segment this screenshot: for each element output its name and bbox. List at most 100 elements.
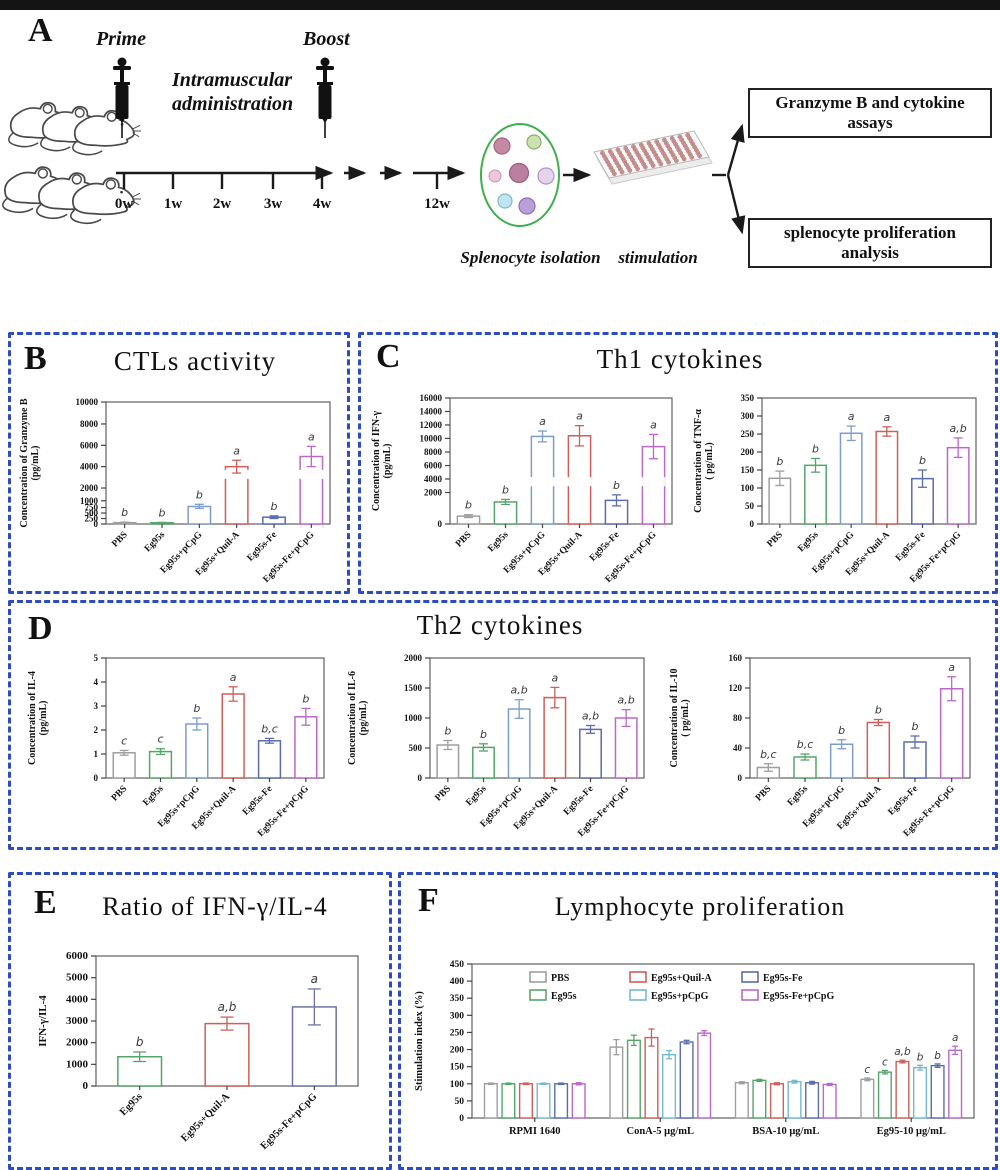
- svg-text:Eg95s-Fe: Eg95s-Fe: [763, 973, 803, 984]
- svg-text:100: 100: [450, 1080, 465, 1090]
- panel-c-title: Th1 cytokines: [596, 344, 764, 374]
- svg-text:50: 50: [455, 1097, 465, 1107]
- week-3-label: 3w: [263, 196, 283, 212]
- svg-text:a: a: [539, 415, 546, 428]
- svg-text:PBS: PBS: [551, 973, 570, 984]
- prime-label: Prime: [96, 28, 146, 50]
- svg-text:a,b: a,b: [218, 1000, 237, 1014]
- panel-b-title: CTLs activity: [113, 346, 277, 376]
- svg-text:( pg/mL): ( pg/mL): [680, 699, 691, 737]
- syringe-boost-icon: [315, 57, 335, 139]
- svg-text:120: 120: [729, 683, 743, 693]
- svg-text:Eg95s-Fe: Eg95s-Fe: [588, 530, 622, 564]
- splenocyte-circle-icon: [480, 123, 560, 227]
- svg-text:1000: 1000: [80, 496, 99, 506]
- svg-text:PBS: PBS: [110, 784, 129, 803]
- svg-text:c: c: [882, 1056, 888, 1068]
- svg-text:3000: 3000: [66, 1015, 89, 1027]
- svg-text:Concentration of IL-10: Concentration of IL-10: [669, 669, 680, 768]
- svg-text:500: 500: [85, 508, 99, 518]
- svg-text:1000: 1000: [66, 1058, 89, 1070]
- chart-ifng: 0 2000 4000 6000 8000 10000 12000 14000 16000 Con…: [366, 390, 684, 593]
- panel-e-box: [8, 872, 392, 1170]
- week-4-label: 4w: [312, 196, 332, 212]
- svg-text:Eg95s: Eg95s: [486, 530, 510, 554]
- svg-text:a,b: a,b: [618, 694, 635, 707]
- svg-text:Concentration of Granzyme B: Concentration of Granzyme B: [19, 398, 30, 527]
- svg-text:c: c: [864, 1064, 870, 1076]
- svg-text:a: a: [650, 418, 657, 431]
- svg-text:5000: 5000: [66, 972, 89, 984]
- svg-text:b,c: b,c: [261, 722, 278, 735]
- top-black-bar: [0, 0, 1000, 10]
- svg-text:b: b: [838, 724, 845, 737]
- svg-text:a: a: [233, 444, 240, 457]
- svg-text:PBS: PBS: [110, 530, 129, 549]
- svg-text:150: 150: [741, 465, 755, 475]
- svg-text:Eg95s: Eg95s: [464, 784, 488, 808]
- svg-text:(pg/mL): (pg/mL): [38, 701, 49, 736]
- svg-text:PBS: PBS: [754, 784, 773, 803]
- svg-text:0: 0: [459, 1114, 464, 1124]
- svg-text:100: 100: [741, 483, 755, 493]
- svg-text:Eg95s: Eg95s: [141, 784, 165, 808]
- svg-text:160: 160: [729, 653, 743, 663]
- svg-text:6000: 6000: [80, 440, 99, 450]
- svg-text:Eg95s-Fe: Eg95s-Fe: [241, 784, 275, 818]
- svg-text:PBS: PBS: [454, 530, 473, 549]
- svg-text:b: b: [121, 506, 128, 519]
- svg-text:a: a: [308, 430, 315, 443]
- svg-text:b: b: [444, 725, 451, 738]
- svg-text:3: 3: [94, 701, 99, 711]
- svg-text:250: 250: [450, 1028, 465, 1038]
- svg-text:IFN-γ/IL-4: IFN-γ/IL-4: [37, 995, 49, 1047]
- svg-text:250: 250: [741, 429, 755, 439]
- svg-text:a: a: [848, 410, 855, 423]
- panel-b-box: [8, 332, 350, 594]
- week-1-label: 1w: [163, 196, 183, 212]
- svg-text:b: b: [613, 479, 620, 492]
- svg-text:400: 400: [450, 977, 465, 987]
- svg-text:6000: 6000: [424, 461, 443, 471]
- svg-text:b: b: [919, 454, 926, 467]
- svg-text:50: 50: [745, 501, 755, 511]
- svg-text:300: 300: [450, 1011, 465, 1021]
- svg-text:80: 80: [733, 713, 743, 723]
- week-2-label: 2w: [212, 196, 232, 212]
- svg-text:Eg95s+Quil-A: Eg95s+Quil-A: [179, 1091, 232, 1144]
- svg-text:(pg/mL): (pg/mL): [30, 446, 41, 481]
- svg-text:b: b: [302, 692, 309, 705]
- svg-text:0: 0: [418, 773, 423, 783]
- svg-text:5: 5: [94, 653, 99, 663]
- svg-text:Eg95s+pCpG: Eg95s+pCpG: [651, 991, 709, 1002]
- svg-text:2000: 2000: [80, 483, 99, 493]
- svg-text:a,b: a,b: [582, 710, 599, 723]
- outcome-box-proliferation: splenocyte proliferation analysis: [748, 218, 992, 268]
- stimulation-label: stimulation: [618, 248, 698, 267]
- panel-a-diagram: [1, 57, 746, 235]
- svg-text:Eg95s: Eg95s: [796, 530, 820, 554]
- svg-text:250: 250: [85, 514, 99, 524]
- svg-text:0: 0: [750, 519, 755, 529]
- svg-text:0: 0: [94, 519, 99, 529]
- svg-text:a: a: [551, 671, 558, 684]
- svg-text:350: 350: [450, 994, 465, 1004]
- svg-text:b: b: [934, 1050, 941, 1062]
- boost-label: Boost: [303, 28, 350, 50]
- svg-text:c: c: [121, 734, 127, 747]
- panel-b-letter: B: [24, 340, 47, 377]
- svg-text:4000: 4000: [424, 474, 443, 484]
- outcome-box-assays: Granzyme B and cytokine assays: [748, 88, 992, 138]
- svg-text:b: b: [912, 720, 919, 733]
- chart-il4: 0 1 2 3 4 5 Concentration of IL-4 (pg/mL) PBS c Eg…: [22, 652, 338, 847]
- svg-text:Concentration of IL-4: Concentration of IL-4: [27, 671, 38, 765]
- svg-text:b,c: b,c: [760, 748, 777, 761]
- svg-text:200: 200: [450, 1046, 465, 1056]
- svg-text:2000: 2000: [424, 488, 443, 498]
- svg-text:a: a: [230, 671, 237, 684]
- chart-tnfa: 0 50 100 150 200 250 300 350 Concentration of TN…: [688, 390, 992, 593]
- svg-text:b: b: [159, 506, 166, 519]
- panel-f-title: Lymphocyte proliferation: [554, 892, 846, 921]
- svg-text:1000: 1000: [404, 713, 423, 723]
